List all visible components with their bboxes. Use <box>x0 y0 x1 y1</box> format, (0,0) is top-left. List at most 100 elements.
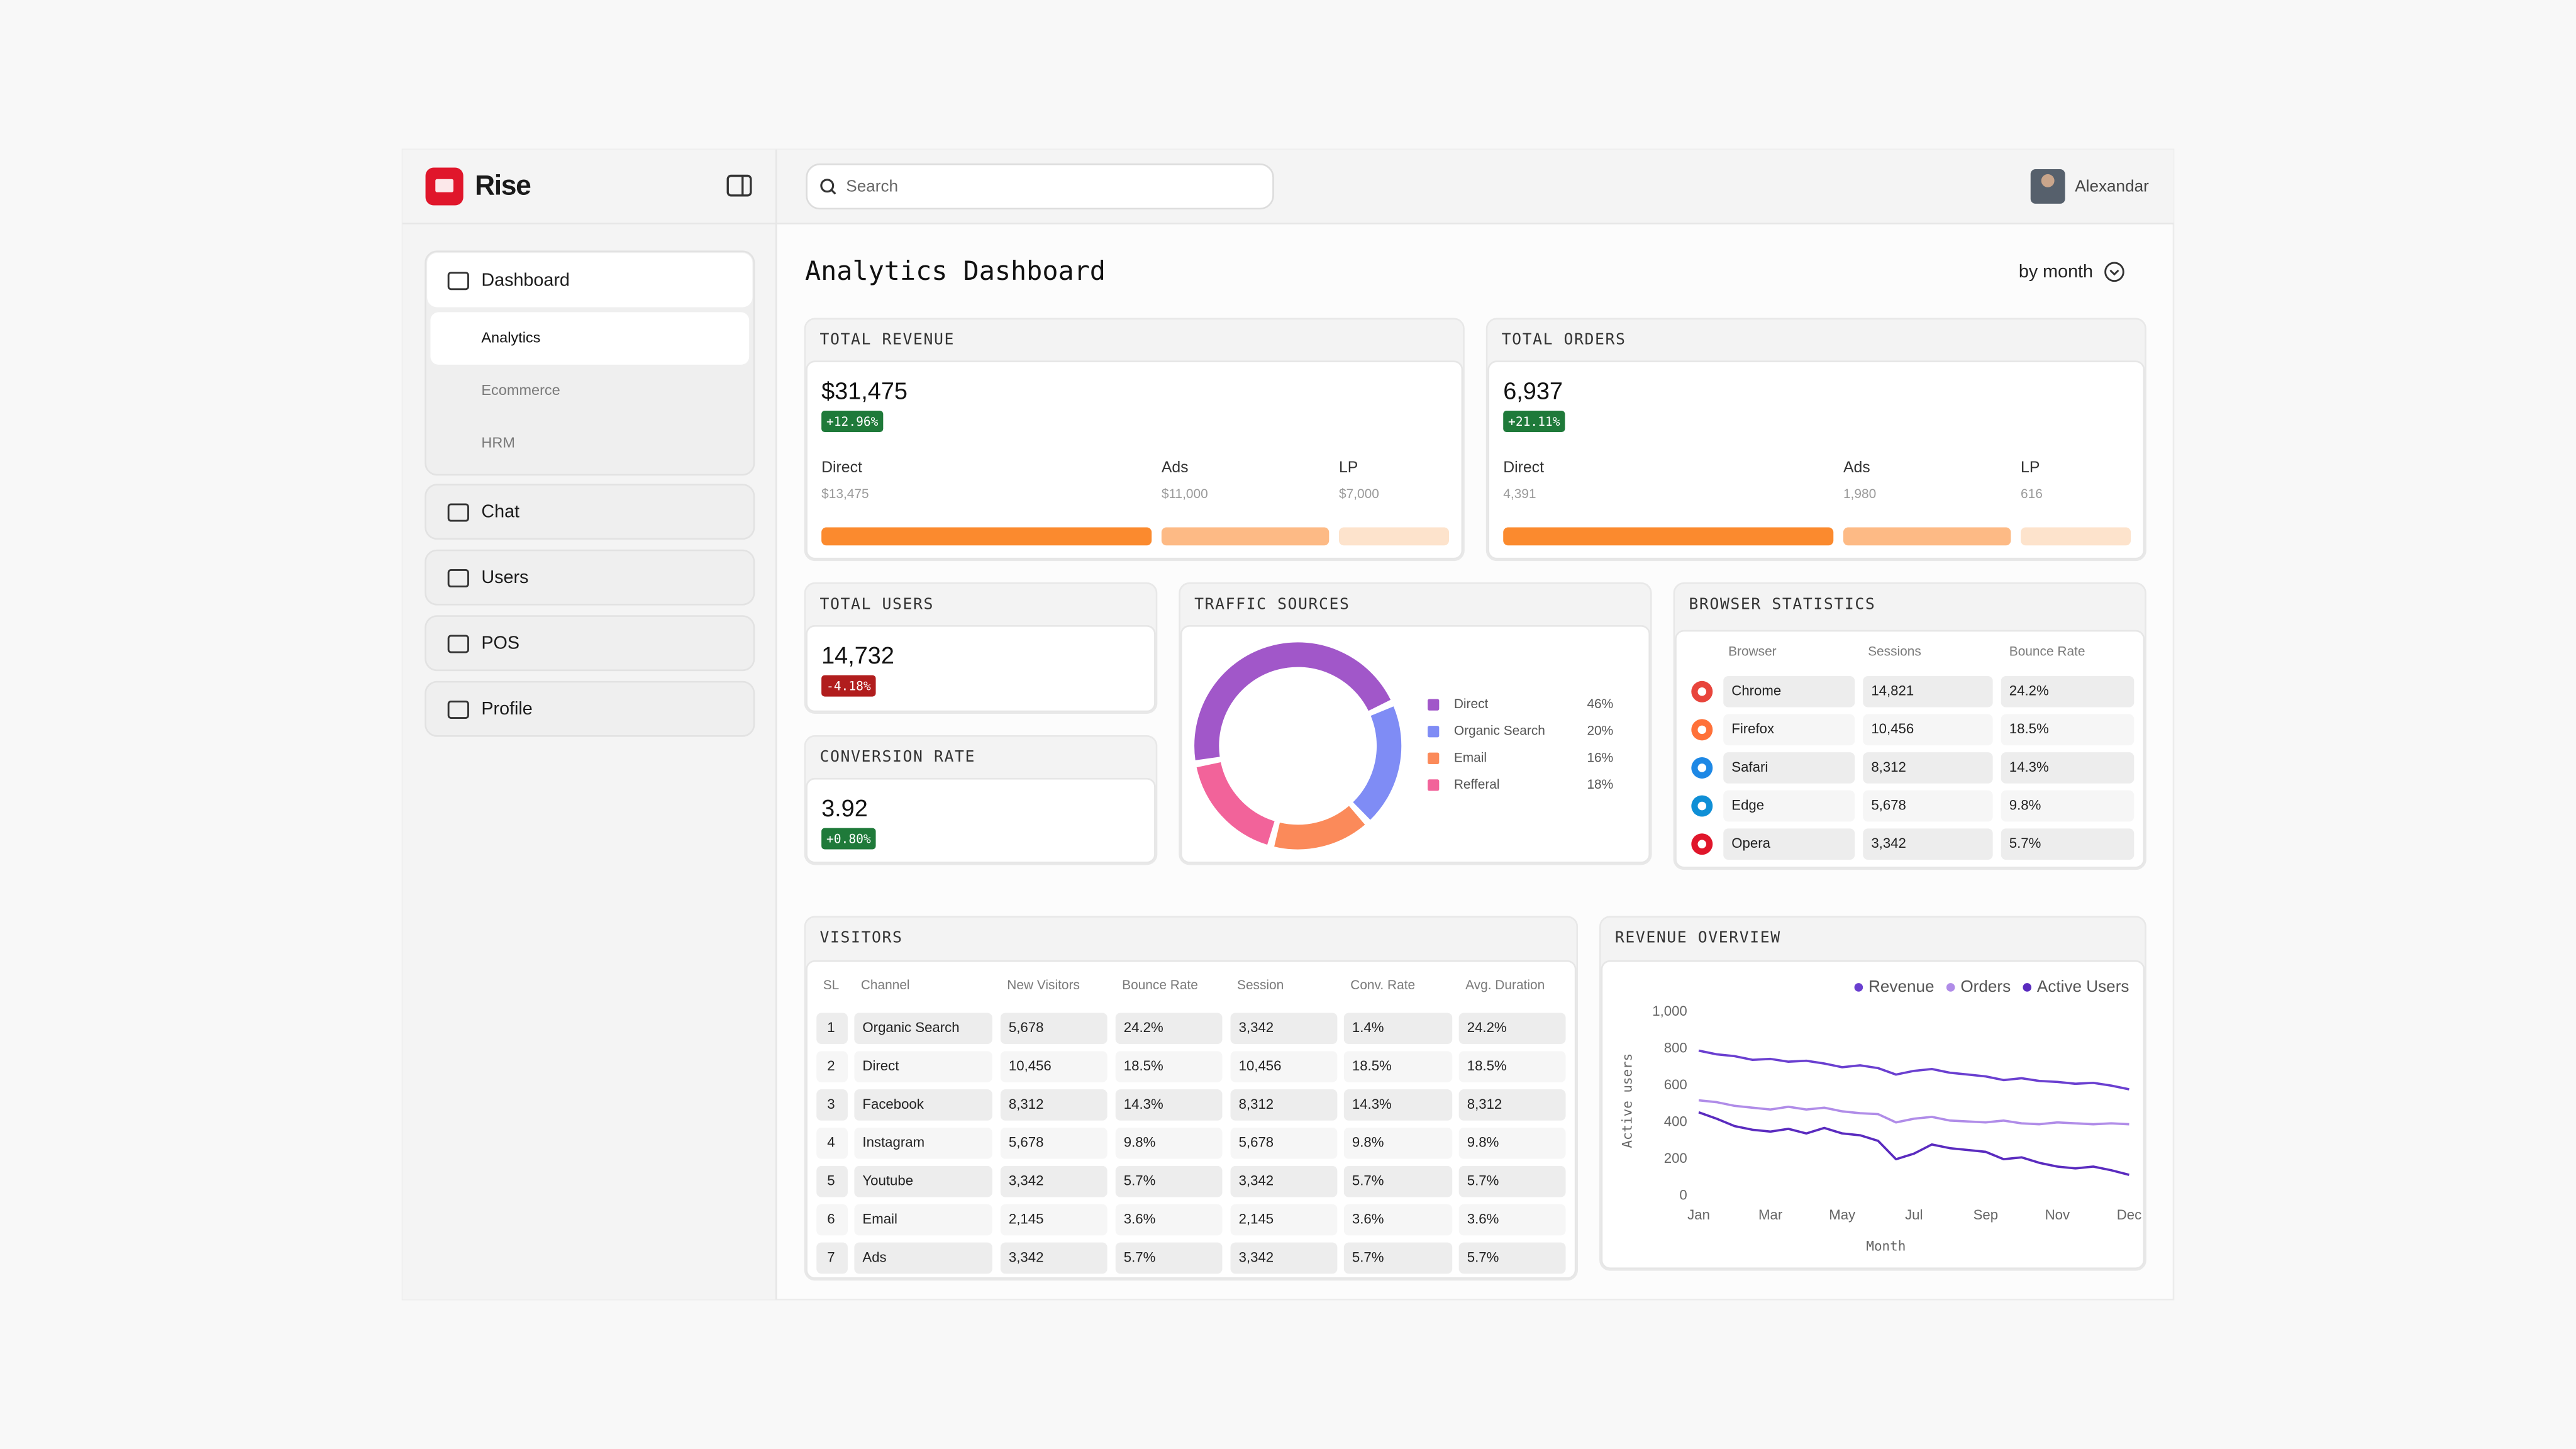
series-line <box>1698 1049 2129 1091</box>
table-cell <box>816 1089 848 1121</box>
nav[interactable]: Chat <box>481 502 519 522</box>
break-label: Ads <box>1162 459 1189 476</box>
period[interactable]: by month <box>2019 262 2093 282</box>
sub[interactable]: Ecommerce <box>481 382 560 398</box>
badge-text: +12.96% <box>826 414 879 429</box>
big-value: 14,732 <box>821 643 894 669</box>
series-line <box>1698 1099 2129 1126</box>
table-cell <box>1230 1128 1338 1159</box>
td: 5 <box>827 1173 835 1189</box>
table-cell <box>1000 1165 1108 1197</box>
break-value: 1,980 <box>1843 487 1876 501</box>
td: Direct <box>862 1058 899 1074</box>
nav-item[interactable] <box>425 680 755 737</box>
td: 2 <box>827 1058 835 1074</box>
sub-active[interactable]: Analytics <box>481 329 540 345</box>
table-cell <box>1000 1013 1108 1045</box>
donut-segment <box>1194 642 1391 760</box>
chevron-icon[interactable] <box>2104 262 2124 282</box>
axis-tick: Nov <box>2045 1207 2070 1223</box>
td: 2,145 <box>1009 1211 1044 1226</box>
break-value: $11,000 <box>1162 487 1208 501</box>
legend-value: 20% <box>1587 724 1613 738</box>
td: 3.6% <box>1124 1211 1156 1226</box>
panel-title: VISITORS <box>820 928 903 947</box>
break-value: 616 <box>2021 487 2043 501</box>
table-cell <box>2001 675 2135 708</box>
td: Ads <box>862 1249 886 1265</box>
legend-dot <box>1946 983 1955 992</box>
table-cell <box>1723 752 1855 784</box>
table-cell <box>1230 1089 1338 1121</box>
table-cell <box>1723 828 1855 860</box>
table-cell <box>816 1051 848 1082</box>
table-cell <box>2001 714 2135 746</box>
table-cell <box>1723 675 1855 708</box>
nav[interactable]: Users <box>481 567 528 587</box>
th: Session <box>1237 978 1284 992</box>
legend-value: 16% <box>1587 750 1613 765</box>
search-box[interactable] <box>806 163 1274 210</box>
user-name: Alexandar <box>2075 177 2149 196</box>
table-cell <box>2001 828 2135 860</box>
td: 18.5% <box>1124 1058 1163 1074</box>
collapse-button[interactable] <box>726 174 752 197</box>
badge-text: -4.18% <box>826 679 871 693</box>
td: 14,821 <box>1871 683 1914 699</box>
table-cell <box>1863 790 1993 822</box>
table-cell <box>1458 1089 1566 1121</box>
td: 5,678 <box>1009 1135 1044 1150</box>
td: 24.2% <box>1467 1019 1507 1035</box>
panel-title: CONVERSION RATE <box>820 747 975 765</box>
td: 18.5% <box>1352 1058 1392 1074</box>
td: Safari <box>1731 759 1768 775</box>
th: Bounce Rate <box>1122 978 1198 992</box>
axis-tick: 400 <box>1664 1114 1687 1130</box>
panel-body <box>1180 625 1650 863</box>
axis-tick: Jan <box>1687 1207 1710 1223</box>
nav-item[interactable] <box>425 484 755 540</box>
td: 5.7% <box>1124 1249 1156 1265</box>
th: Channel <box>861 978 910 992</box>
badge-text: +0.80% <box>826 831 871 846</box>
table-cell <box>816 1128 848 1159</box>
table-cell <box>1863 828 1993 860</box>
breakdown-bar <box>2021 527 2131 546</box>
search-text: Search <box>846 177 898 196</box>
sub[interactable]: HRM <box>481 435 515 451</box>
table-cell <box>1863 714 1993 746</box>
table-cell <box>1863 675 1993 708</box>
breakdown-bar <box>821 527 1152 546</box>
td: 5.7% <box>1124 1173 1156 1189</box>
nav-subitem-active[interactable] <box>430 312 750 365</box>
td: 8,312 <box>1871 759 1906 775</box>
browser-icon <box>1697 725 1707 735</box>
page-title: Analytics Dashboard <box>805 255 1106 286</box>
avatar <box>2041 174 2055 187</box>
td: 5.7% <box>1467 1173 1499 1189</box>
legend-swatch <box>1428 779 1440 791</box>
badge <box>821 828 876 850</box>
td: 9.8% <box>2009 797 2041 813</box>
table-cell <box>1230 1013 1338 1045</box>
break-label: Direct <box>821 459 862 476</box>
table-cell <box>854 1051 992 1082</box>
series-legend: Orders <box>1960 977 2011 996</box>
td: 5.7% <box>1352 1249 1384 1265</box>
td: 2,145 <box>1239 1211 1274 1226</box>
nav-item[interactable] <box>427 253 753 308</box>
nav[interactable]: POS <box>481 633 519 653</box>
nav[interactable]: Profile <box>481 699 532 719</box>
panel-title: TOTAL USERS <box>820 594 934 613</box>
nav-item[interactable] <box>425 549 755 606</box>
legend-value: 46% <box>1587 697 1613 711</box>
td: Facebook <box>862 1096 924 1112</box>
th: Avg. Duration <box>1465 978 1545 992</box>
table-cell <box>1458 1128 1566 1159</box>
table-cell <box>1230 1242 1338 1274</box>
table-cell <box>1723 714 1855 746</box>
axis-tick: 800 <box>1664 1040 1687 1056</box>
td: 10,456 <box>1009 1058 1052 1074</box>
nav-item[interactable] <box>425 615 755 672</box>
break-value: $13,475 <box>821 487 869 501</box>
